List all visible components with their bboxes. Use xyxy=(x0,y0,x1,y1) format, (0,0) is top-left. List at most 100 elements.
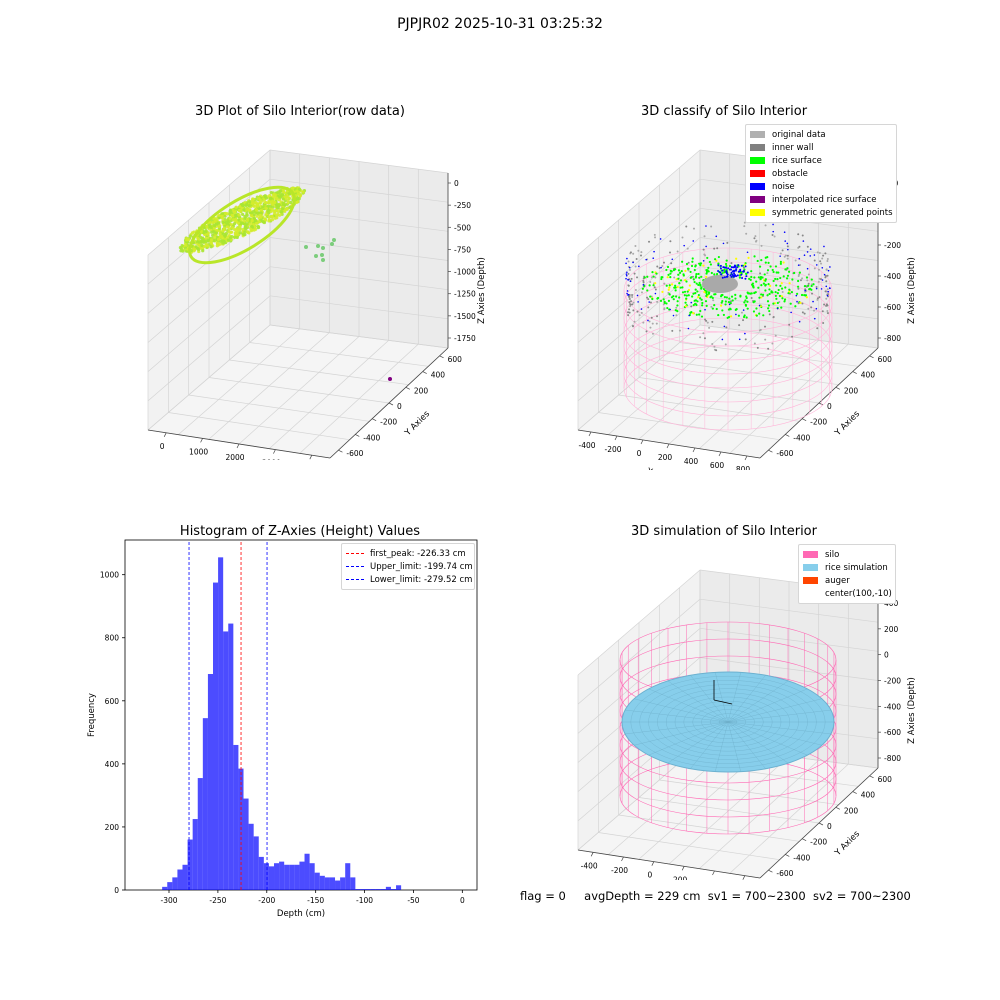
rice-point xyxy=(697,313,701,316)
rice-point xyxy=(651,271,654,274)
rice-point xyxy=(729,302,732,305)
histogram-bar xyxy=(187,839,193,890)
legend-item: interpolated rice surface xyxy=(750,193,892,206)
rice-point xyxy=(720,301,723,304)
data-point xyxy=(221,241,225,245)
rice-point xyxy=(666,306,669,310)
histogram-bar xyxy=(314,872,320,890)
data-point xyxy=(272,200,276,205)
y-tick-label: -400 xyxy=(363,433,380,442)
rice-point xyxy=(750,275,753,279)
data-point xyxy=(233,219,237,223)
rice-point xyxy=(699,264,702,267)
noise-point xyxy=(744,265,747,268)
wall-point xyxy=(646,296,649,299)
z-tick-label: -1250 xyxy=(454,290,476,299)
rice-point xyxy=(666,265,670,269)
data-point xyxy=(228,236,233,240)
rice-point xyxy=(683,279,687,282)
rice-point xyxy=(762,282,766,285)
data-point xyxy=(270,207,274,212)
data-point xyxy=(258,201,262,205)
x-tick-label: 2000 xyxy=(225,453,244,460)
wall-point xyxy=(628,269,631,272)
data-point xyxy=(224,220,229,225)
wall-point xyxy=(648,240,651,243)
noise-point xyxy=(659,238,662,240)
rice-point xyxy=(729,315,733,318)
rice-point xyxy=(725,259,728,262)
rice-point xyxy=(648,284,651,287)
wall-point xyxy=(628,301,631,304)
rice-point xyxy=(679,279,683,282)
noise-point xyxy=(690,301,693,304)
noise-point xyxy=(628,266,631,269)
wall-point xyxy=(640,251,643,254)
rice-point xyxy=(756,259,759,263)
z-tick-label: -800 xyxy=(884,754,901,763)
data-point xyxy=(256,204,260,208)
rice-point xyxy=(699,262,703,265)
data-point xyxy=(213,235,217,240)
data-point xyxy=(227,230,231,234)
rice-point xyxy=(713,258,717,261)
data-point xyxy=(193,247,197,251)
data-point xyxy=(212,239,216,243)
rice-point xyxy=(776,278,779,281)
data-point xyxy=(186,237,191,242)
rice-point xyxy=(713,273,716,276)
wall-point xyxy=(647,298,650,301)
rice-point xyxy=(662,298,665,301)
rice-point xyxy=(790,290,793,294)
histogram-bar xyxy=(355,889,361,890)
noise-point xyxy=(725,271,728,274)
rice-point xyxy=(744,262,747,265)
wall-point xyxy=(633,272,636,275)
data-point xyxy=(263,195,267,199)
histogram-bar xyxy=(162,886,168,890)
rice-point xyxy=(772,279,775,283)
y-tick xyxy=(388,402,394,406)
noise-point xyxy=(783,231,786,234)
data-point xyxy=(261,205,265,209)
wall-point xyxy=(766,272,769,275)
histogram-bar xyxy=(213,582,219,890)
wall-point xyxy=(813,259,816,262)
wall-point xyxy=(799,264,802,267)
rice-point xyxy=(676,310,679,313)
noise-point xyxy=(723,325,726,328)
noise-point xyxy=(786,242,789,245)
wall-point xyxy=(629,303,632,306)
data-point xyxy=(201,249,205,253)
rice-point xyxy=(691,260,694,263)
rice-point xyxy=(691,295,694,298)
rice-point xyxy=(775,297,778,300)
rice-point xyxy=(684,304,687,308)
y-tick xyxy=(768,869,773,873)
histogram-bar xyxy=(319,875,325,890)
wall-point xyxy=(655,322,658,325)
rice-point xyxy=(667,299,671,302)
wall-point xyxy=(675,314,678,317)
grid-line xyxy=(249,342,429,367)
rice-point xyxy=(771,291,774,294)
rice-point xyxy=(724,300,727,303)
data-point xyxy=(227,227,231,231)
noise-point xyxy=(809,248,812,250)
rice-mesh-line xyxy=(667,680,729,723)
noise-point xyxy=(725,266,728,269)
noise-point xyxy=(648,301,650,303)
rice-point xyxy=(745,295,748,298)
noise-point xyxy=(798,257,801,260)
wall-point xyxy=(810,306,813,309)
noise-point xyxy=(827,269,830,272)
panel3-histogram: -300 -250 -200 -150 -100 -50 0 0 200 400 600 800 100… xyxy=(87,539,478,919)
rice-point xyxy=(665,268,668,272)
legend-item: original data xyxy=(750,128,892,141)
wall-point xyxy=(628,298,631,301)
x-tick-label: -300 xyxy=(160,896,177,905)
legend-item: center(100,-10) xyxy=(803,587,892,600)
histogram-bar xyxy=(350,877,356,890)
wall-point xyxy=(710,225,713,228)
rice-point xyxy=(764,289,767,292)
